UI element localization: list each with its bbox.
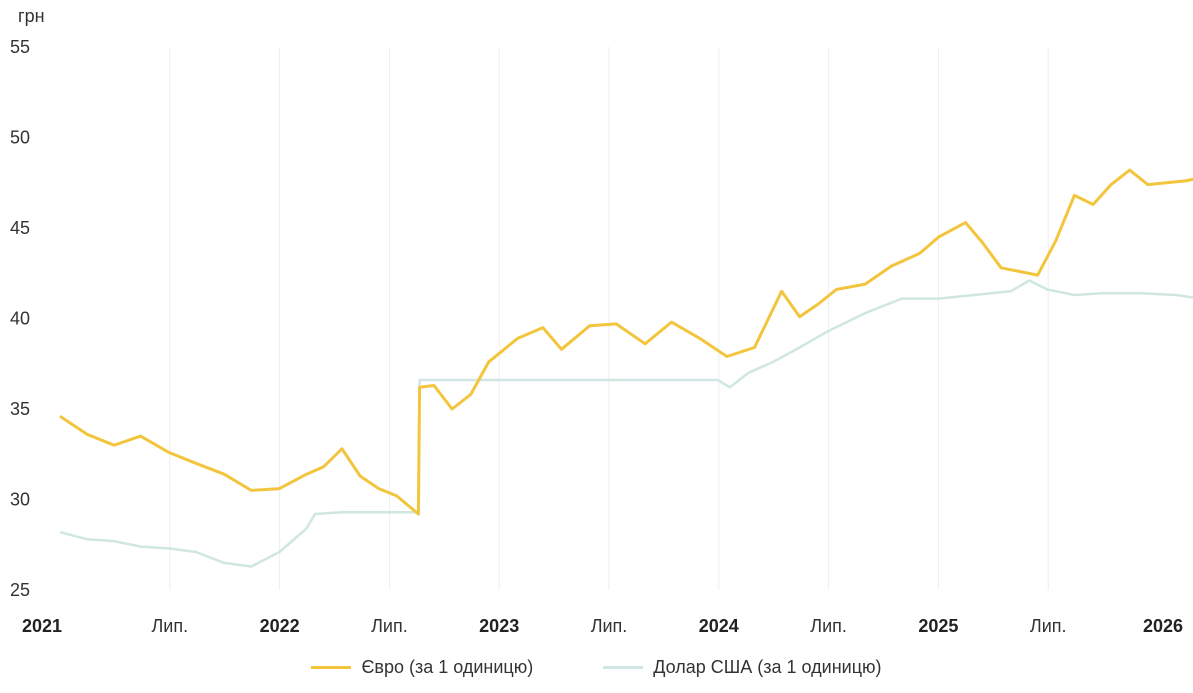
y-tick-label: 35 [10,399,30,419]
x-tick-label: 2025 [918,616,958,636]
y-tick-label: 30 [10,490,30,510]
x-tick-label: Лип. [151,616,188,636]
legend-label-euro: Євро (за 1 одиницю) [361,657,533,678]
legend-item-euro: Євро (за 1 одиницю) [311,657,533,678]
x-tick-label: 2024 [699,616,739,636]
legend-label-usd: Долар США (за 1 одиницю) [653,657,881,678]
x-tick-label: 2026 [1143,616,1183,636]
y-tick-label: 25 [10,580,30,600]
x-tick-label: Лип. [371,616,408,636]
x-tick-label: Лип. [591,616,628,636]
chart-canvas: грн 25 30 35 40 45 50 55 2021 Лип. 2022 Лип. 2023 Л… [0,0,1193,650]
y-tick-label: 50 [10,128,30,148]
y-tick-label: 55 [10,37,30,57]
legend-swatch-usd [603,666,643,669]
x-axis-ticks: 2021 Лип. 2022 Лип. 2023 Лип. 2024 Лип. 2025 Лип.… [22,616,1183,636]
x-tick-label: Лип. [1030,616,1067,636]
legend-item-usd: Долар США (за 1 одиницю) [603,657,881,678]
x-tick-label: Лип. [810,616,847,636]
x-tick-label: 2021 [22,616,62,636]
y-axis-ticks: 25 30 35 40 45 50 55 [10,37,30,600]
legend: Євро (за 1 одиницю) Долар США (за 1 один… [0,650,1193,684]
series-line-usd [60,281,1193,567]
grid-lines [170,47,1048,590]
y-tick-label: 45 [10,218,30,238]
series-lines [60,159,1193,566]
y-axis-label: грн [18,6,45,26]
y-tick-label: 40 [10,309,30,329]
legend-swatch-euro [311,666,351,669]
x-tick-label: 2022 [260,616,300,636]
series-line-euro [60,159,1193,514]
x-tick-label: 2023 [479,616,519,636]
